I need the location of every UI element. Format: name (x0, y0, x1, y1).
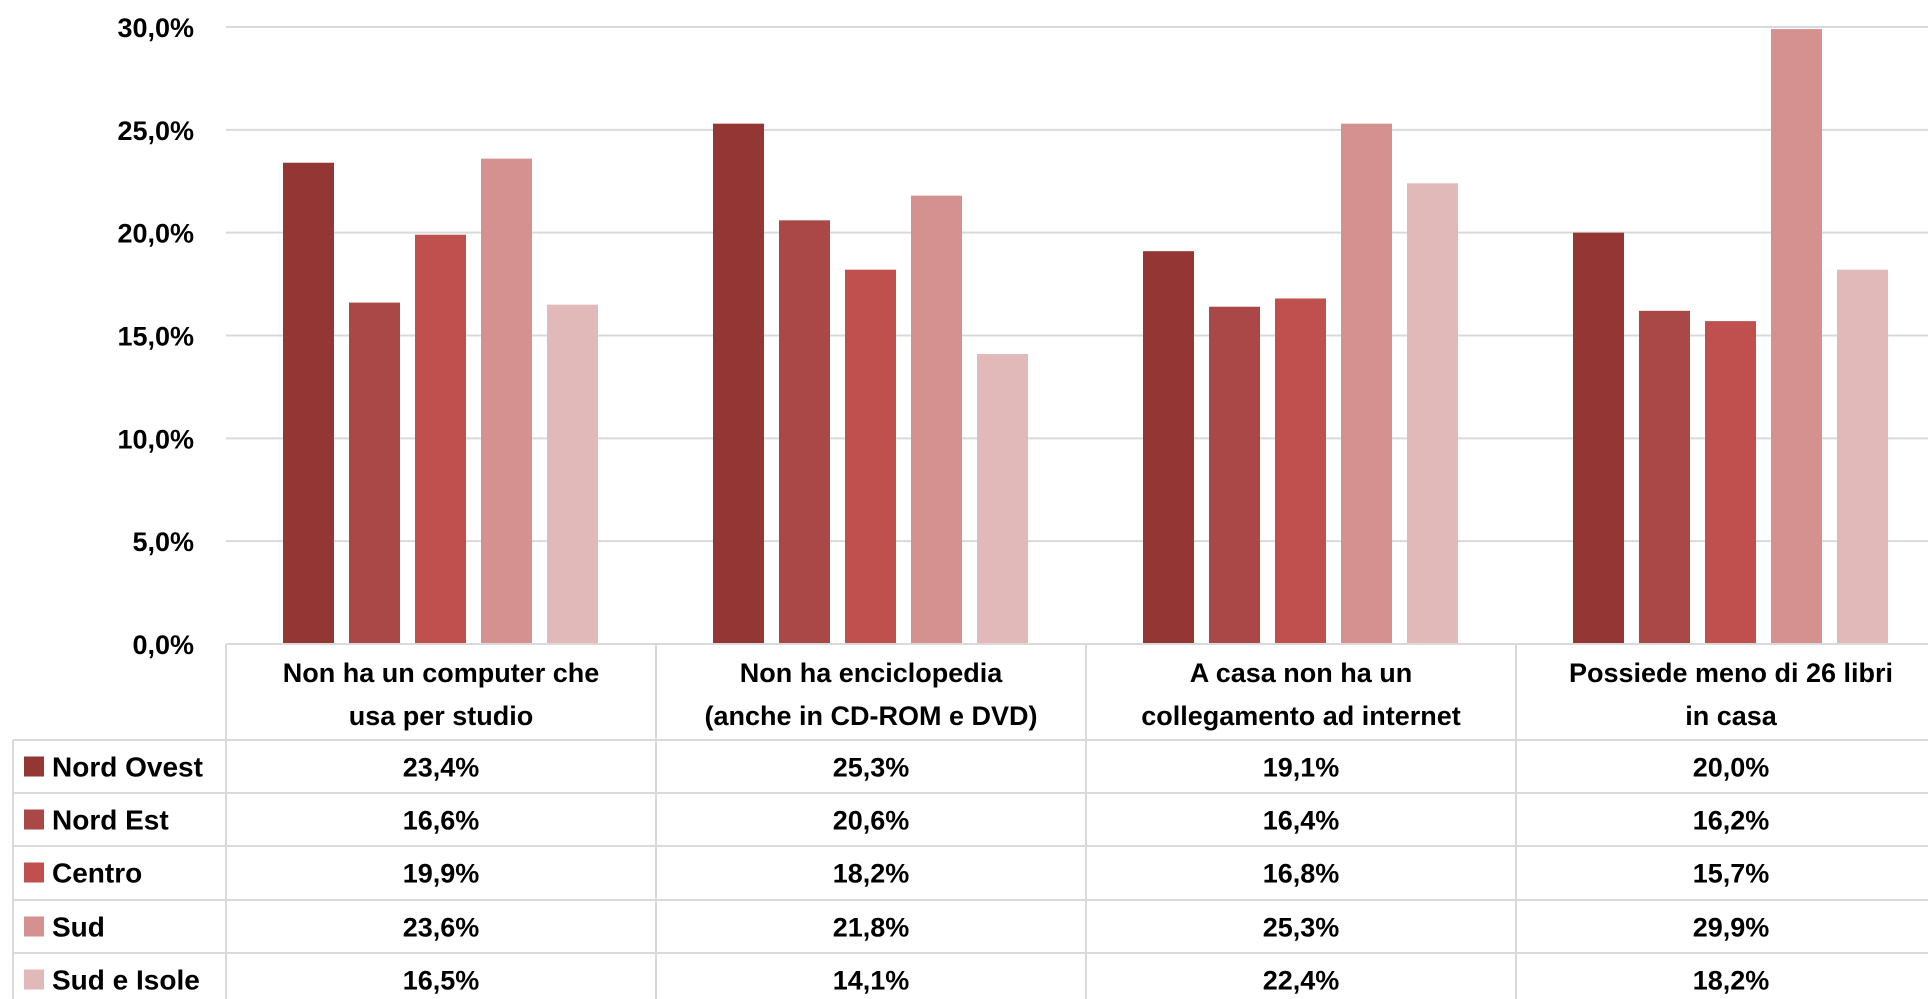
category-label: A casa non ha un (1190, 658, 1413, 688)
bar (1705, 321, 1756, 644)
bar (283, 162, 334, 645)
series-label: Centro (52, 858, 142, 889)
data-label: 14,1% (833, 966, 910, 996)
data-label: 29,9% (1693, 913, 1770, 943)
series-label: Nord Ovest (52, 752, 203, 783)
bar (1143, 251, 1194, 644)
data-label: 16,8% (1263, 859, 1340, 889)
data-table: Non ha un computer che usa per studio Non … (12, 643, 1928, 999)
data-label: 16,6% (403, 806, 480, 836)
data-label: 15,7% (1693, 859, 1770, 889)
bar (713, 123, 764, 644)
y-tick-label: 5,0% (132, 527, 194, 557)
bar (1639, 310, 1690, 644)
bar (415, 234, 466, 644)
data-label: 21,8% (833, 913, 910, 943)
y-tick-label: 15,0% (117, 322, 194, 352)
bar (349, 302, 400, 644)
y-tick-label: 0,0% (132, 630, 194, 660)
bar (1771, 29, 1822, 645)
category-label: (anche in CD-ROM e DVD) (704, 701, 1037, 731)
bar (1275, 298, 1326, 644)
category-label: in casa (1685, 701, 1778, 731)
data-label: 25,3% (833, 753, 910, 783)
category-label: usa per studio (349, 701, 534, 731)
bar (481, 158, 532, 645)
category-label: Possiede meno di 26 libri (1569, 658, 1893, 688)
y-tick-label: 10,0% (117, 424, 194, 454)
bar (1209, 306, 1260, 644)
bar (845, 269, 896, 644)
series-label: Nord Est (52, 805, 169, 836)
data-label: 18,2% (1693, 966, 1770, 996)
y-tick-label: 20,0% (117, 219, 194, 249)
bar (977, 354, 1028, 644)
category-label: collegamento ad internet (1141, 701, 1461, 731)
y-axis: 0,0% 5,0% 10,0% 15,0% 20,0% 25,0% 30,0% (117, 13, 194, 660)
legend-key (24, 809, 44, 830)
data-label: 23,6% (403, 913, 480, 943)
bar (547, 304, 598, 644)
legend-key (24, 916, 44, 937)
data-label: 16,4% (1263, 806, 1340, 836)
data-label: 20,6% (833, 806, 910, 836)
y-tick-label: 30,0% (117, 13, 194, 43)
bar (911, 195, 962, 644)
data-label: 23,4% (403, 753, 480, 783)
legend-key (24, 756, 44, 777)
data-label: 19,9% (403, 859, 480, 889)
bar (1407, 183, 1458, 644)
data-label: 16,5% (403, 966, 480, 996)
data-label: 20,0% (1693, 753, 1770, 783)
data-label: 18,2% (833, 859, 910, 889)
y-tick-label: 25,0% (117, 116, 194, 146)
bar (779, 220, 830, 644)
series-label: Sud (52, 912, 105, 943)
category-label: Non ha enciclopedia (740, 658, 1004, 688)
bar (1341, 123, 1392, 644)
data-label: 25,3% (1263, 913, 1340, 943)
data-label: 19,1% (1263, 753, 1340, 783)
legend-key (24, 969, 44, 990)
data-label: 22,4% (1263, 966, 1340, 996)
bar (1837, 269, 1888, 644)
category-label: Non ha un computer che (283, 658, 600, 688)
bar (1573, 232, 1624, 644)
data-label: 16,2% (1693, 806, 1770, 836)
series-label: Sud e Isole (52, 965, 200, 996)
bars (283, 29, 1888, 645)
legend-key (24, 862, 44, 883)
